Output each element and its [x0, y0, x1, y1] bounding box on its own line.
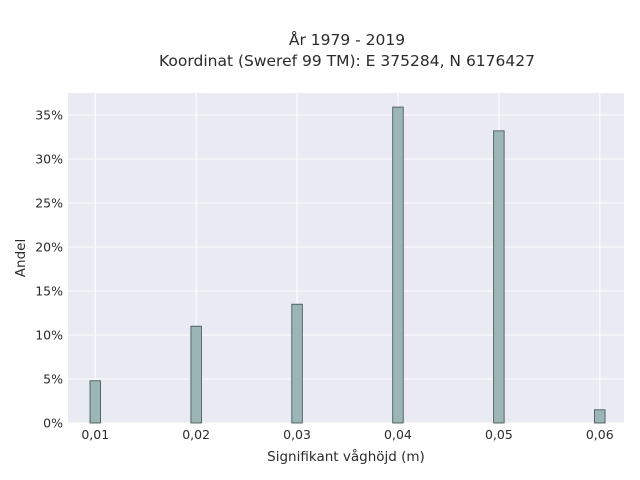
bar [190, 325, 202, 424]
y-tick-label: 5% [43, 372, 63, 387]
bar [392, 106, 404, 424]
x-tick-label: 0,05 [485, 427, 513, 442]
y-tick-label: 0% [43, 416, 63, 431]
bar [291, 303, 303, 424]
bar [89, 380, 101, 424]
y-tick-labels: 0% 5% 10% 15% 20% 25% 30% 35% [35, 108, 63, 431]
x-axis-label: Signifikant våghöjd (m) [267, 448, 425, 465]
bar [594, 409, 606, 424]
x-tick-label: 0,01 [81, 427, 109, 442]
y-tick-label: 25% [35, 196, 63, 211]
bar [493, 130, 505, 424]
x-tick-label: 0,06 [586, 427, 614, 442]
y-tick-label: 15% [35, 284, 63, 299]
x-tick-label: 0,04 [384, 427, 412, 442]
x-tick-label: 0,03 [283, 427, 311, 442]
y-tick-label: 20% [35, 240, 63, 255]
chart-title-line1: År 1979 - 2019 [289, 30, 405, 49]
x-tick-label: 0,02 [182, 427, 210, 442]
plot-area [68, 93, 624, 423]
y-gridlines [68, 114, 624, 424]
y-tick-label: 30% [35, 152, 63, 167]
y-tick-label: 35% [35, 108, 63, 123]
x-tick-labels: 0,01 0,02 0,03 0,04 0,05 0,06 [81, 427, 613, 442]
y-axis-label: Andel [13, 239, 29, 277]
y-tick-label: 10% [35, 328, 63, 343]
bars [89, 106, 606, 424]
chart-title-line2: Koordinat (Sweref 99 TM): E 375284, N 61… [159, 52, 535, 70]
